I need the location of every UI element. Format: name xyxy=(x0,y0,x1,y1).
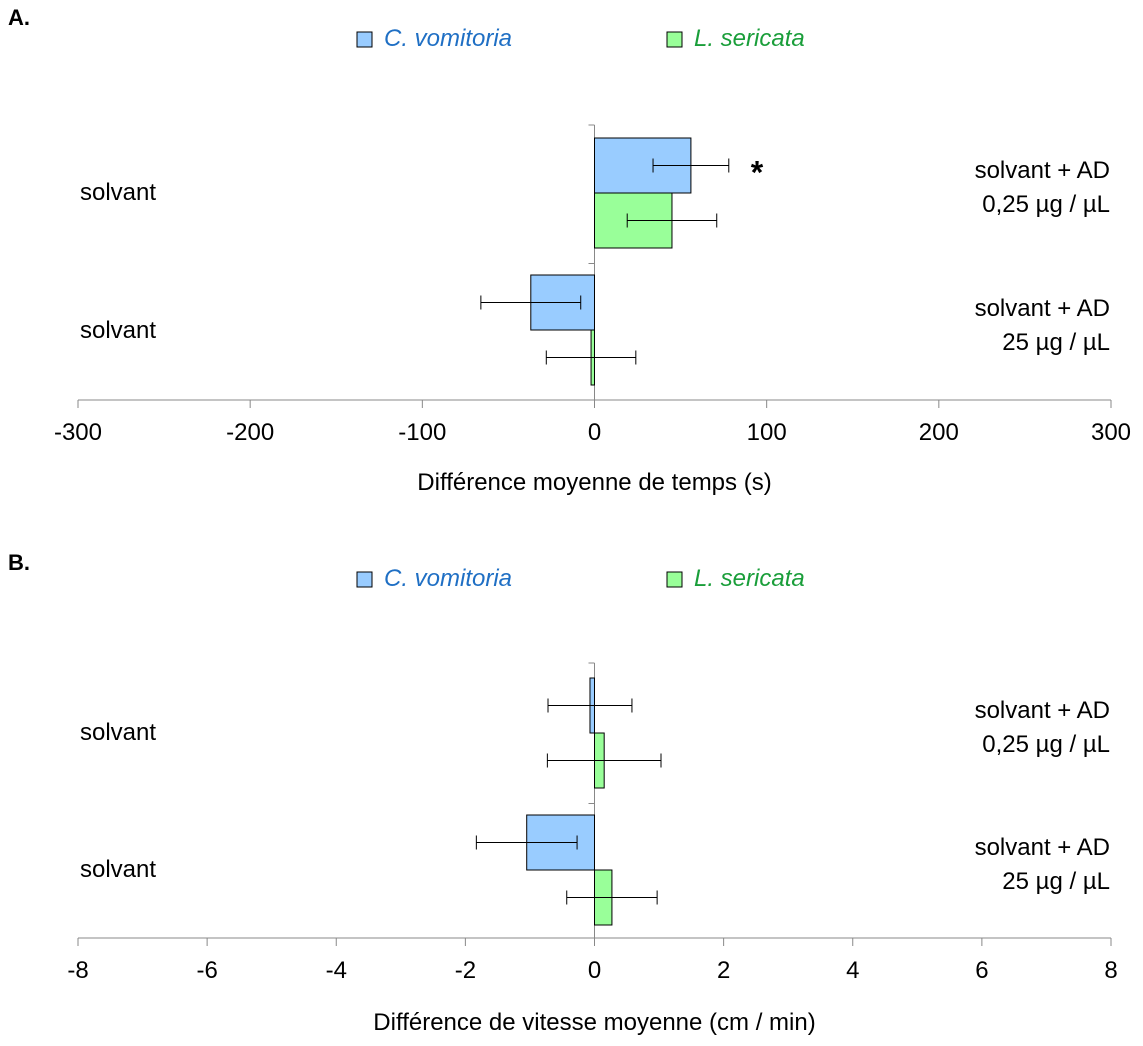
panel-label: B. xyxy=(8,550,30,575)
chart-panel-b: B. C. vomitoria L. sericata solvant solvant … xyxy=(8,550,1118,1036)
x-tick-label: -300 xyxy=(54,419,102,446)
category-label-right: 25 µg / µL xyxy=(1002,868,1110,895)
legend-swatch xyxy=(667,572,682,587)
category-label-left: solvant xyxy=(80,179,156,206)
category-label-left: solvant xyxy=(80,719,156,746)
x-tick-label: 6 xyxy=(975,957,988,984)
category-label-right: solvant + AD xyxy=(975,295,1110,322)
chart-panel-a: A. C. vomitoria L. sericata * solvant solvant… xyxy=(8,5,1131,496)
legend-label: C. vomitoria xyxy=(384,25,512,52)
x-axis-label: Différence moyenne de temps (s) xyxy=(417,469,771,496)
x-tick-label: 0 xyxy=(588,957,601,984)
category-label-right: solvant + AD xyxy=(975,834,1110,861)
x-tick-label: 0 xyxy=(588,419,601,446)
x-tick-label: 4 xyxy=(846,957,859,984)
category-label-left: solvant xyxy=(80,856,156,883)
category-label-right: solvant + AD xyxy=(975,157,1110,184)
legend-label: L. sericata xyxy=(694,25,805,52)
legend-label: C. vomitoria xyxy=(384,565,512,592)
x-tick-label: 100 xyxy=(747,419,787,446)
legend-swatch xyxy=(667,32,682,47)
category-label-right: solvant + AD xyxy=(975,697,1110,724)
legend-label: L. sericata xyxy=(694,565,805,592)
x-tick-label: -4 xyxy=(326,957,347,984)
x-tick-label: 8 xyxy=(1104,957,1117,984)
x-tick-label: 300 xyxy=(1091,419,1131,446)
category-label-right: 0,25 µg / µL xyxy=(982,191,1110,218)
category-label-left: solvant xyxy=(80,317,156,344)
x-tick-label: -200 xyxy=(226,419,274,446)
x-tick-label: -6 xyxy=(196,957,217,984)
x-tick-label: -100 xyxy=(398,419,446,446)
category-label-right: 0,25 µg / µL xyxy=(982,731,1110,758)
legend-swatch xyxy=(357,32,372,47)
x-tick-label: -8 xyxy=(67,957,88,984)
significance-marker: * xyxy=(751,155,764,191)
x-axis-label: Différence de vitesse moyenne (cm / min) xyxy=(373,1009,815,1036)
legend-swatch xyxy=(357,572,372,587)
category-label-right: 25 µg / µL xyxy=(1002,329,1110,356)
x-tick-label: 200 xyxy=(919,419,959,446)
x-tick-label: -2 xyxy=(455,957,476,984)
x-tick-label: 2 xyxy=(717,957,730,984)
panel-label: A. xyxy=(8,5,30,30)
